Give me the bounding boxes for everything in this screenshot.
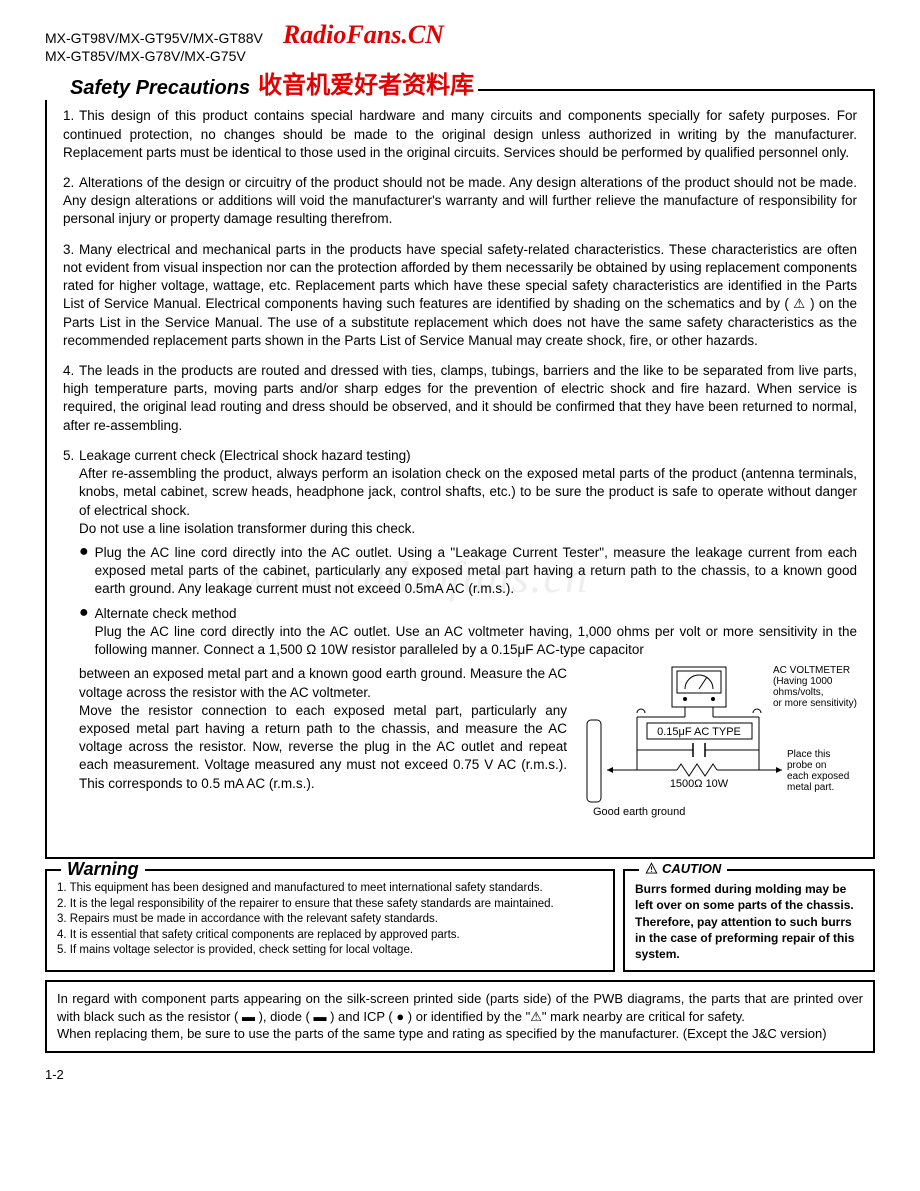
svg-text:or more sensitivity): or more sensitivity) [773, 698, 857, 709]
models-line2: MX-GT85V/MX-G78V/MX-G75V [45, 47, 263, 65]
bullet-2: ● Alternate check method Plug the AC lin… [63, 605, 857, 660]
precaution-5-body: After re-assembling the product, always … [63, 465, 857, 538]
cap-label: 0.15μF AC TYPE [657, 726, 741, 738]
precaution-5: 5.Leakage current check (Electrical shoc… [63, 447, 857, 835]
svg-text:(Having 1000: (Having 1000 [773, 676, 833, 687]
watermark-cn: 收音机爱好者资料库 [254, 65, 478, 100]
final-box: In regard with component parts appearing… [45, 980, 875, 1053]
circuit-svg: 0.15μF AC TYPE 1500Ω 10W [577, 665, 857, 835]
models-line1: MX-GT98V/MX-GT95V/MX-GT88V [45, 29, 263, 47]
alt-check-text: between an exposed metal part and a know… [79, 665, 567, 835]
svg-text:probe on: probe on [787, 760, 826, 771]
bullet-1-text: Plug the AC line cord directly into the … [95, 544, 857, 599]
res-label: 1500Ω 10W [670, 778, 729, 790]
caution-text: Burrs formed during molding may be left … [635, 881, 863, 962]
svg-text:each exposed: each exposed [787, 771, 849, 782]
bullet-2-line: Plug the AC line cord directly into the … [95, 623, 857, 659]
caution-box: CAUTION Burrs formed during molding may … [623, 869, 875, 972]
ground-label: Good earth ground [593, 806, 685, 818]
warning-item: 5. If mains voltage selector is provided… [57, 943, 603, 959]
precaution-1: 1.This design of this product contains s… [63, 107, 857, 162]
bullet-1: ● Plug the AC line cord directly into th… [63, 544, 857, 599]
warning-triangle-icon [645, 862, 658, 875]
warning-title: Warning [61, 859, 145, 880]
warning-item: 4. It is essential that safety critical … [57, 928, 603, 944]
precaution-4: 4.The leads in the products are routed a… [63, 362, 857, 435]
warning-box: Warning 1. This equipment has been desig… [45, 869, 615, 972]
bullet-dot-icon: ● [79, 605, 89, 660]
warning-item: 1. This equipment has been designed and … [57, 881, 603, 897]
alt-check-row: between an exposed metal part and a know… [63, 665, 857, 835]
safety-box: 1.This design of this product contains s… [45, 89, 875, 859]
caution-title: CAUTION [639, 861, 727, 876]
precautions-list: 1.This design of this product contains s… [63, 107, 857, 835]
voltmeter-label-1: AC VOLTMETER [773, 665, 850, 676]
models-block: MX-GT98V/MX-GT95V/MX-GT88V MX-GT85V/MX-G… [45, 29, 263, 65]
svg-text:Place this: Place this [787, 749, 830, 760]
circuit-diagram: 0.15μF AC TYPE 1500Ω 10W [577, 665, 857, 835]
page-number: 1-2 [45, 1067, 875, 1082]
warning-caution-row: Warning 1. This equipment has been desig… [45, 869, 875, 972]
svg-text:metal part.: metal part. [787, 782, 834, 793]
warning-item: 3. Repairs must be made in accordance wi… [57, 912, 603, 928]
warning-list: 1. This equipment has been designed and … [57, 881, 603, 959]
watermark-site: RadioFans.CN [283, 20, 444, 50]
bullet-2-title: Alternate check method [95, 605, 857, 623]
precaution-3: 3.Many electrical and mechanical parts i… [63, 241, 857, 350]
header-row: MX-GT98V/MX-GT95V/MX-GT88V MX-GT85V/MX-G… [45, 20, 875, 65]
warning-item: 2. It is the legal responsibility of the… [57, 897, 603, 913]
svg-text:ohms/volts,: ohms/volts, [773, 687, 824, 698]
safety-title: Safety Precautions [45, 77, 254, 100]
bullet-dot-icon: ● [79, 544, 89, 599]
precaution-2: 2.Alterations of the design or circuitry… [63, 174, 857, 229]
